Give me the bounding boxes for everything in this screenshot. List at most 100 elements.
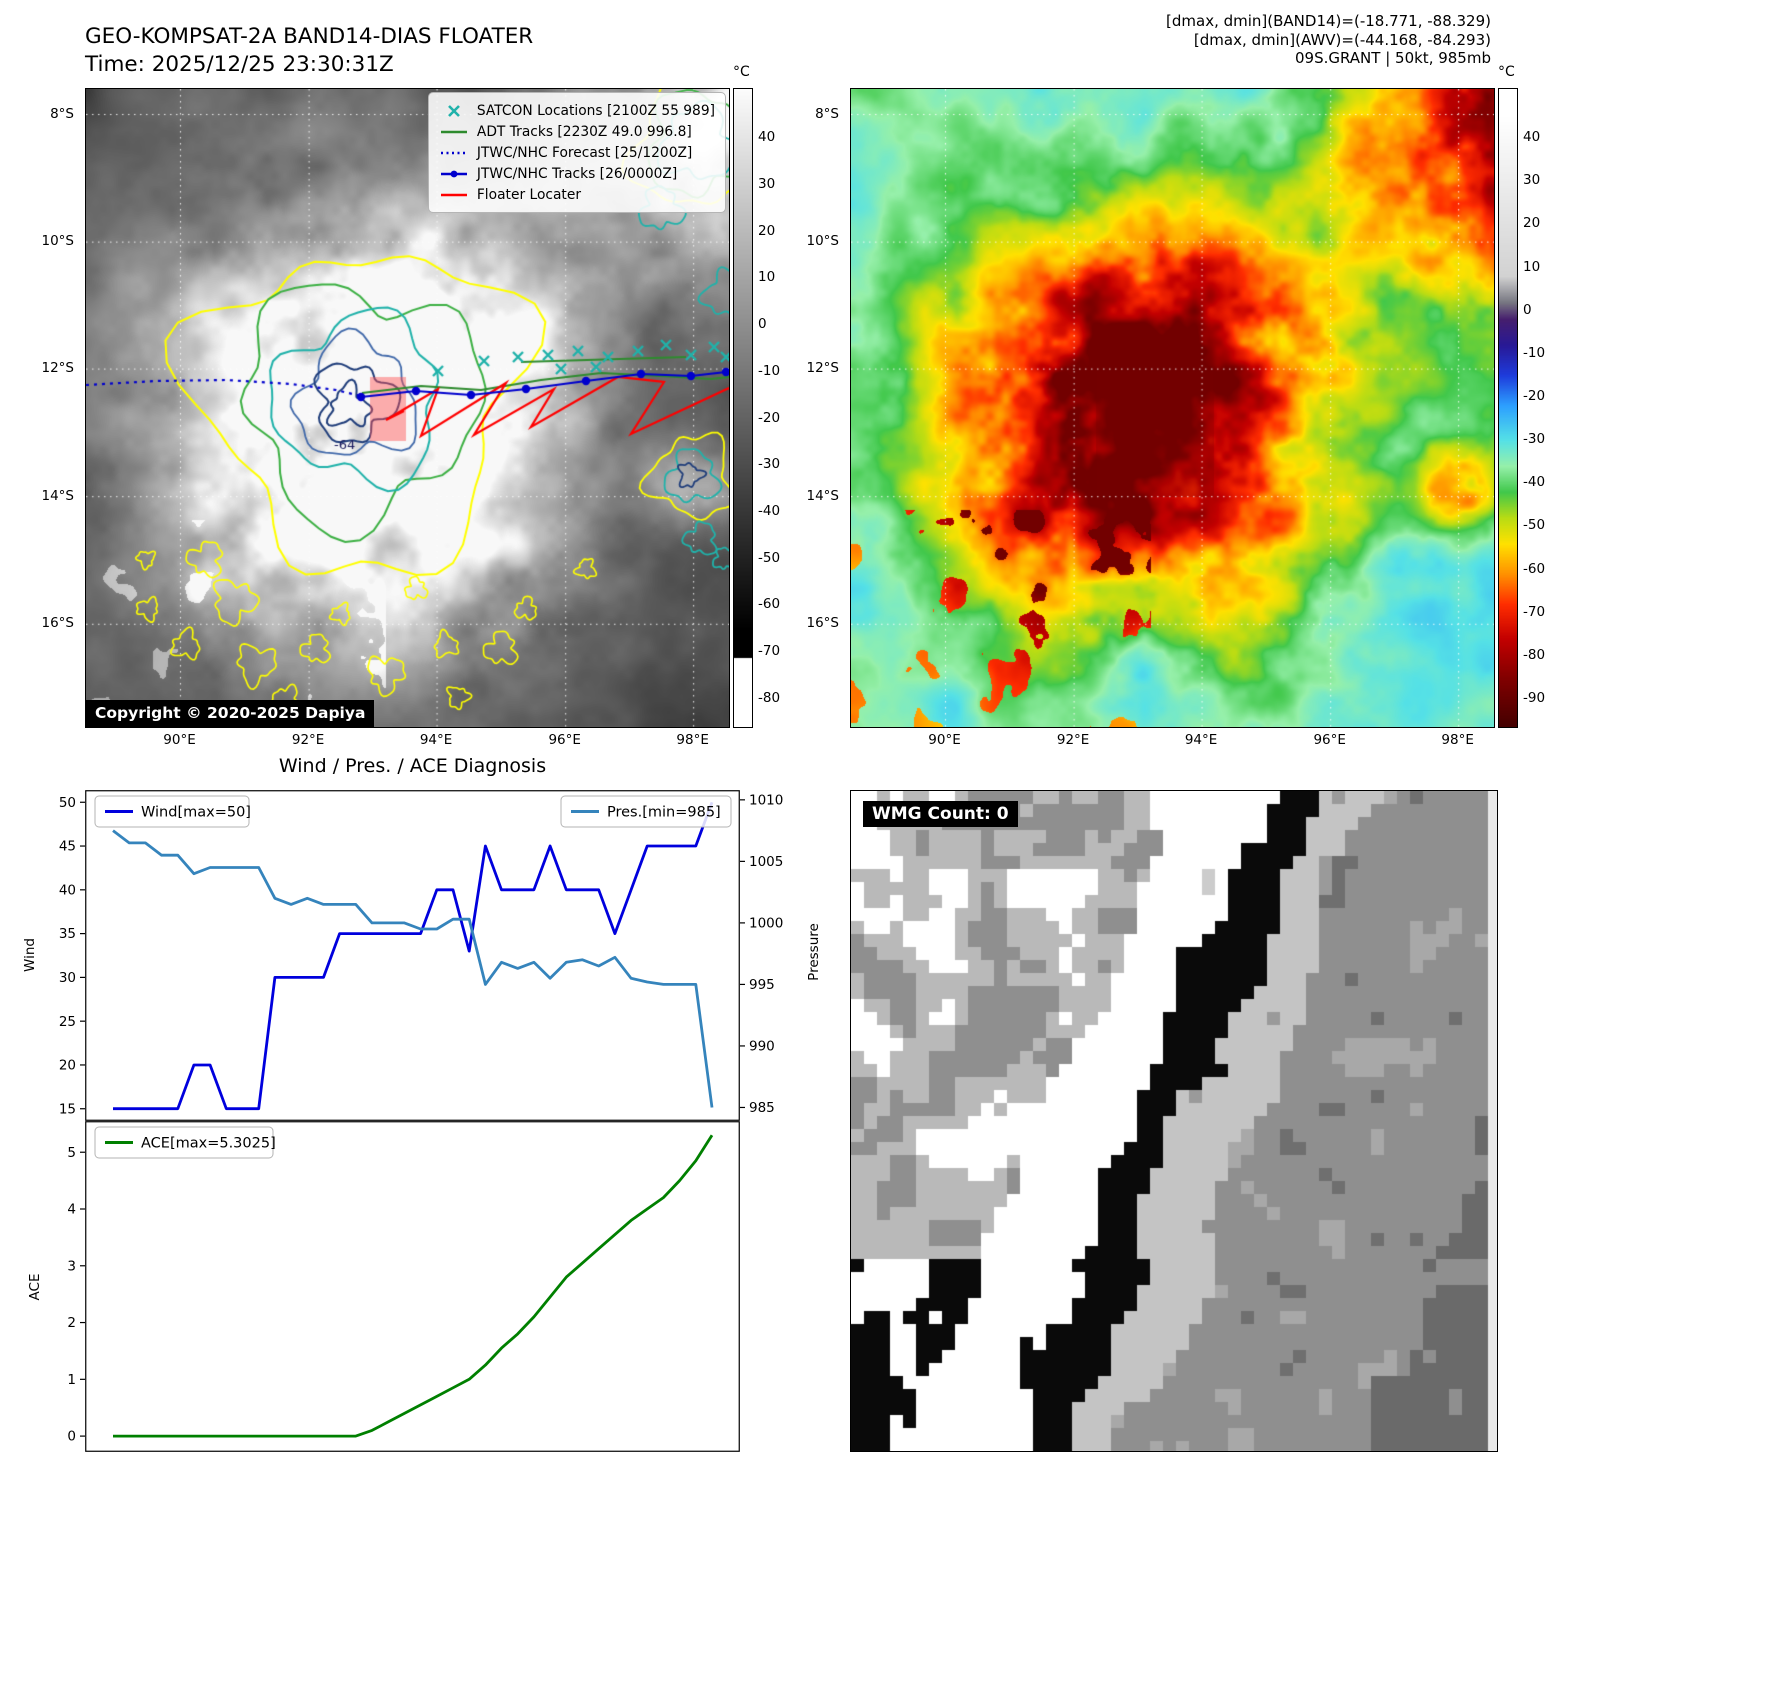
- wind-line: [113, 801, 714, 1111]
- legend-x-icon: [439, 104, 469, 118]
- y-tick-label-left: 5: [67, 1145, 76, 1161]
- plot-frame: [85, 1121, 740, 1452]
- legend-frame: [560, 795, 732, 828]
- awv-satellite-image: [851, 89, 1494, 727]
- y-tick-label-right: 985: [749, 1100, 775, 1116]
- y-tick-label-left: 0: [67, 1429, 76, 1445]
- legend-line-dot-icon: [439, 167, 469, 181]
- legend-text: Pres.[min=985]: [607, 805, 721, 821]
- colorbar-tick-label: -30: [1523, 431, 1546, 448]
- lon-tick-label: 90°E: [928, 732, 961, 748]
- legend-item-label: Floater Locater: [476, 186, 581, 203]
- y-tick-label-left: 50: [59, 795, 76, 811]
- legend-line-icon: [439, 188, 469, 202]
- band14-colorbar: [733, 88, 753, 728]
- y-tick-label-left: 2: [67, 1315, 76, 1331]
- colorbar-tick-label: 10: [1523, 258, 1541, 275]
- legend-item-label: JTWC/NHC Tracks [26/0000Z]: [476, 165, 678, 182]
- band14-colorbar-gradient: [734, 89, 752, 727]
- lat-tick-label: 14°S: [806, 487, 840, 504]
- y-tick-label-right: 1005: [749, 854, 783, 870]
- colorbar-tick-label: -90: [1523, 689, 1546, 706]
- chart-legend: ACE[max=5.3025]: [94, 1126, 276, 1159]
- ace-axis-label: ACE: [27, 1273, 43, 1301]
- y-tick-label-left: 45: [59, 839, 76, 855]
- colorbar-tick-label: 10: [758, 269, 776, 286]
- lat-tick-label: 8°S: [815, 105, 839, 122]
- lat-tick-label: 12°S: [806, 360, 840, 377]
- diagnosis-title: Wind / Pres. / ACE Diagnosis: [278, 755, 547, 777]
- colorbar-tick-label: -40: [1523, 474, 1546, 491]
- colorbar-tick-label: 0: [1523, 301, 1532, 318]
- band14-time: Time: 2025/12/25 23:30:31Z: [85, 52, 394, 77]
- awv-header: [dmax, dmin](BAND14)=(-18.771, -88.329) …: [1000, 12, 1491, 68]
- colorbar-tick-label: -70: [1523, 603, 1546, 620]
- y-tick-label-left: 30: [59, 970, 76, 986]
- wmg-panel: WMG Count: 0: [850, 790, 1498, 1452]
- lon-tick-label: 94°E: [419, 732, 453, 748]
- awv-colorbar-unit: °C: [1498, 64, 1515, 80]
- colorbar-tick-label: -80: [1523, 646, 1546, 663]
- lat-tick-label: 14°S: [41, 487, 75, 504]
- colorbar-tick-label: -50: [1523, 517, 1546, 534]
- colorbar-tick-label: 0: [758, 316, 767, 333]
- awv-lon-axis: 90°E 92°E 94°E 96°E 98°E: [850, 732, 1493, 752]
- band14-lat-axis: 8°S 10°S 12°S 14°S 16°S: [30, 88, 80, 726]
- y-tick-label-left: 15: [59, 1101, 76, 1117]
- lat-tick-label: 10°S: [806, 233, 840, 250]
- colorbar-tick-label: -80: [758, 689, 781, 706]
- lat-tick-label: 10°S: [41, 233, 75, 250]
- y-tick-label-left: 35: [59, 926, 76, 942]
- lat-tick-label: 8°S: [50, 105, 74, 122]
- y-tick-label-left: 40: [59, 882, 76, 898]
- wind-pressure-chart: 15 20 25 30 35 40 45 50 985 990 995 1000 1005 1010 Win…: [59, 790, 783, 1121]
- colorbar-tick-label: -70: [758, 643, 781, 660]
- pressure-axis-label: Pressure: [806, 923, 822, 981]
- y-tick-label-right: 1010: [749, 792, 783, 808]
- lon-tick-label: 96°E: [548, 732, 581, 748]
- colorbar-tick-label: 30: [758, 175, 776, 192]
- band14-map: SATCON Locations [2100Z 55 989] ADT Track…: [85, 88, 730, 728]
- lon-tick-label: 94°E: [1184, 732, 1218, 748]
- band14-title: GEO-KOMPSAT-2A BAND14-DIAS FLOATER: [85, 24, 534, 49]
- colorbar-tick-label: -10: [1523, 344, 1546, 361]
- legend-item: ADT Tracks [2230Z 49.0 996.8]: [439, 121, 715, 142]
- lon-tick-label: 98°E: [676, 732, 709, 748]
- awv-lat-axis: 8°S 10°S 12°S 14°S 16°S: [795, 88, 845, 726]
- legend-item-label: ADT Tracks [2230Z 49.0 996.8]: [476, 123, 692, 140]
- colorbar-tick-label: 40: [1523, 129, 1541, 146]
- colorbar-tick-label: -60: [1523, 560, 1546, 577]
- y-tick-label-right: 1000: [749, 915, 783, 931]
- lon-tick-label: 98°E: [1441, 732, 1474, 748]
- plot-frame: [85, 790, 740, 1121]
- y-tick-label-left: 25: [59, 1014, 76, 1030]
- colorbar-tick-label: -30: [758, 456, 781, 473]
- colorbar-tick-label: 30: [1523, 172, 1541, 189]
- copyright-label: Copyright © 2020-2025 Dapiya: [86, 700, 375, 727]
- legend-item: JTWC/NHC Forecast [25/1200Z]: [439, 142, 715, 163]
- awv-colorbar-ticks: 40 30 20 10 0 -10 -20 -30 -40 -50 -60 -70 -80 -90: [1523, 88, 1563, 726]
- band14-colorbar-ticks: 40 30 20 10 0 -10 -20 -30 -40 -50 -60 -70 -80: [758, 88, 798, 726]
- chart-legend: Pres.[min=985]: [560, 795, 732, 828]
- lat-tick-label: 12°S: [41, 360, 75, 377]
- ace-chart: 0 1 2 3 4 5 ACE[max=5.3025]: [67, 1121, 740, 1452]
- colorbar-tick-label: 40: [758, 129, 776, 146]
- band14-lon-axis: 90°E 92°E 94°E 96°E 98°E: [85, 732, 728, 752]
- wmg-count-label: WMG Count: 0: [863, 801, 1018, 827]
- awv-colorbar-gradient: [1499, 89, 1517, 727]
- legend-frame: [94, 795, 250, 828]
- legend-item: JTWC/NHC Tracks [26/0000Z]: [439, 163, 715, 184]
- legend-text: Wind[max=50]: [141, 805, 251, 821]
- colorbar-tick-label: -40: [758, 502, 781, 519]
- legend-item: SATCON Locations [2100Z 55 989]: [439, 100, 715, 121]
- legend-dotted-icon: [439, 146, 469, 160]
- dmax-dmin-awv: [dmax, dmin](AWV)=(-44.168, -84.293): [1193, 30, 1491, 49]
- lon-tick-label: 92°E: [1056, 732, 1090, 748]
- ace-line: [113, 1134, 714, 1438]
- colorbar-tick-label: -50: [758, 549, 781, 566]
- y-tick-label-left: 4: [67, 1202, 76, 1218]
- colorbar-tick-label: -60: [758, 596, 781, 613]
- band14-colorbar-unit: °C: [733, 64, 750, 80]
- colorbar-tick-label: 20: [1523, 215, 1541, 232]
